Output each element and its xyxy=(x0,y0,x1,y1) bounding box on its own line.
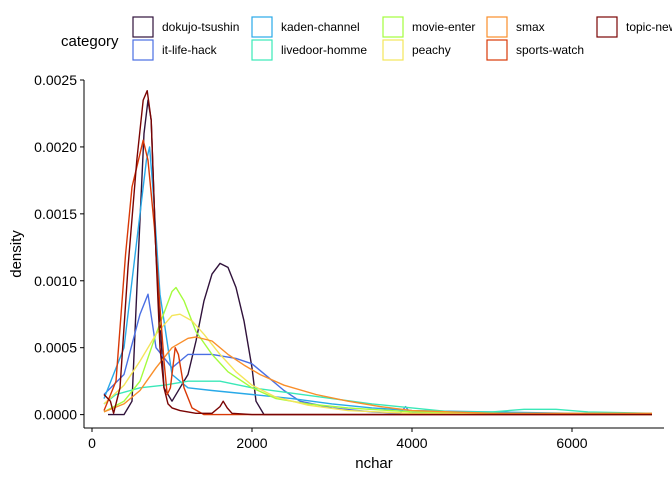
legend-key xyxy=(132,39,154,61)
legend-label: movie-enter xyxy=(412,20,475,34)
y-tick-label: 0.0010 xyxy=(34,273,77,289)
series-line-smax xyxy=(103,336,652,414)
y-tick-label: 0.0025 xyxy=(34,72,77,88)
legend-key xyxy=(132,16,154,38)
y-tick-label: 0.0005 xyxy=(34,340,77,356)
legend-item: movie-enter xyxy=(382,16,475,38)
legend-item: kaden-channel xyxy=(251,16,360,38)
legend-item: it-life-hack xyxy=(132,39,218,61)
series-line-dokujo-tsushin xyxy=(108,99,652,416)
legend-item: topic-news xyxy=(596,16,672,38)
x-tick-label: 4000 xyxy=(396,435,427,451)
x-tick-label: 6000 xyxy=(556,435,587,451)
legend-label: kaden-channel xyxy=(281,20,360,34)
x-tick-label: 0 xyxy=(88,435,96,451)
legend-label: smax xyxy=(516,20,545,34)
legend-item: peachy xyxy=(382,39,451,61)
legend-item: livedoor-homme xyxy=(251,39,367,61)
legend-key xyxy=(382,16,404,38)
legend-item: sports-watch xyxy=(486,39,584,61)
x-axis-ticks: 0 2000 4000 6000 xyxy=(88,428,588,451)
legend-key xyxy=(251,16,273,38)
series-line-livedoor-homme xyxy=(103,380,653,414)
series-line-topic-news xyxy=(103,90,652,416)
y-tick-label: 0.0020 xyxy=(34,139,77,155)
legend-label: it-life-hack xyxy=(162,43,218,57)
legend-title: category xyxy=(61,33,119,50)
legend-item: dokujo-tsushin xyxy=(132,16,239,38)
y-tick-label: 0.0000 xyxy=(34,407,77,423)
legend-key xyxy=(596,16,618,38)
legend-label: peachy xyxy=(412,43,451,57)
y-axis-title: density xyxy=(8,230,25,278)
x-axis-title: nchar xyxy=(355,455,393,472)
y-tick-label: 0.0015 xyxy=(34,206,77,222)
legend-label: livedoor-homme xyxy=(281,43,367,57)
legend-key xyxy=(486,16,508,38)
legend-item: smax xyxy=(486,16,545,38)
legend: category dokujo-tsushin it-life-hack kaden… xyxy=(61,16,672,61)
legend-key xyxy=(486,39,508,61)
legend-label: topic-news xyxy=(626,20,672,34)
legend-key xyxy=(382,39,404,61)
series-line-kaden-channel xyxy=(103,146,653,416)
plot-area: 0 2000 4000 6000 0.00000.00050.00100.00150.… xyxy=(8,72,664,472)
series-line-movie-enter xyxy=(103,286,653,416)
legend-label: sports-watch xyxy=(516,43,584,57)
x-tick-label: 2000 xyxy=(236,435,267,451)
legend-label: dokujo-tsushin xyxy=(162,20,239,34)
series-line-peachy xyxy=(103,313,653,416)
series-line-it-life-hack xyxy=(103,293,653,416)
y-axis-ticks: 0.0000 0.0005 0.0010 0.0015 0.0020 0.0025 xyxy=(34,72,84,423)
legend-key xyxy=(251,39,273,61)
series-line-sports-watch xyxy=(103,139,652,416)
